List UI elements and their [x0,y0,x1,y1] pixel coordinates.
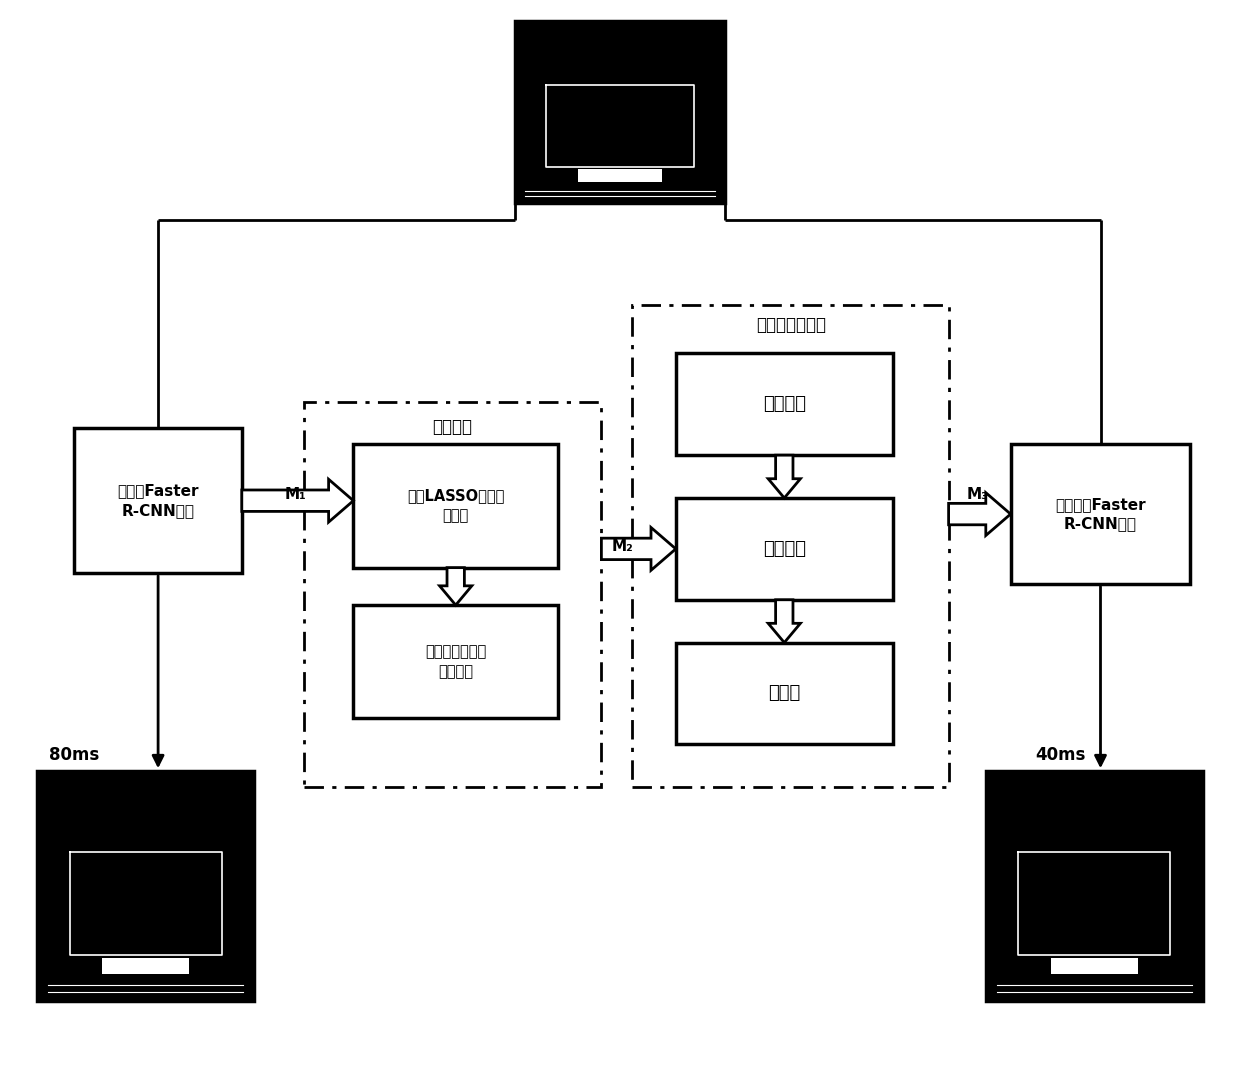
Bar [304,402,601,787]
Bar [353,605,558,718]
Text: M₁: M₁ [284,487,306,502]
Bar [102,957,188,974]
Bar [578,169,662,182]
Text: 渐进式网络量化: 渐进式网络量化 [756,316,826,334]
Bar [1011,444,1190,584]
Bar [676,498,893,600]
Bar [632,305,949,787]
Text: 压缩后的Faster
R-CNN模型: 压缩后的Faster R-CNN模型 [1055,497,1146,531]
Text: 原始的Faster
R-CNN模型: 原始的Faster R-CNN模型 [118,483,198,518]
Bar [676,643,893,744]
Text: 80ms: 80ms [50,746,99,764]
Text: M₂: M₂ [611,539,634,554]
Bar [676,353,893,455]
Bar [74,428,242,573]
Text: 权重分离: 权重分离 [763,395,806,413]
Bar [1052,957,1138,974]
Bar [515,21,725,203]
Polygon shape [769,600,801,643]
Polygon shape [601,528,676,571]
Polygon shape [439,568,471,605]
Bar [353,444,558,568]
Text: 重训练: 重训练 [768,684,801,703]
Text: 参数量化: 参数量化 [763,540,806,558]
Text: 采用LASSO回归进
行剪枝: 采用LASSO回归进 行剪枝 [407,488,505,524]
Polygon shape [242,480,353,523]
Bar [986,771,1203,1001]
Text: 采用最小二乘法
重建输出: 采用最小二乘法 重建输出 [425,644,486,679]
Polygon shape [769,455,801,498]
Bar [37,771,254,1001]
Text: 40ms: 40ms [1035,746,1085,764]
Text: 通道剪枝: 通道剪枝 [433,418,472,436]
Polygon shape [949,493,1011,536]
Text: M₃: M₃ [966,487,988,502]
